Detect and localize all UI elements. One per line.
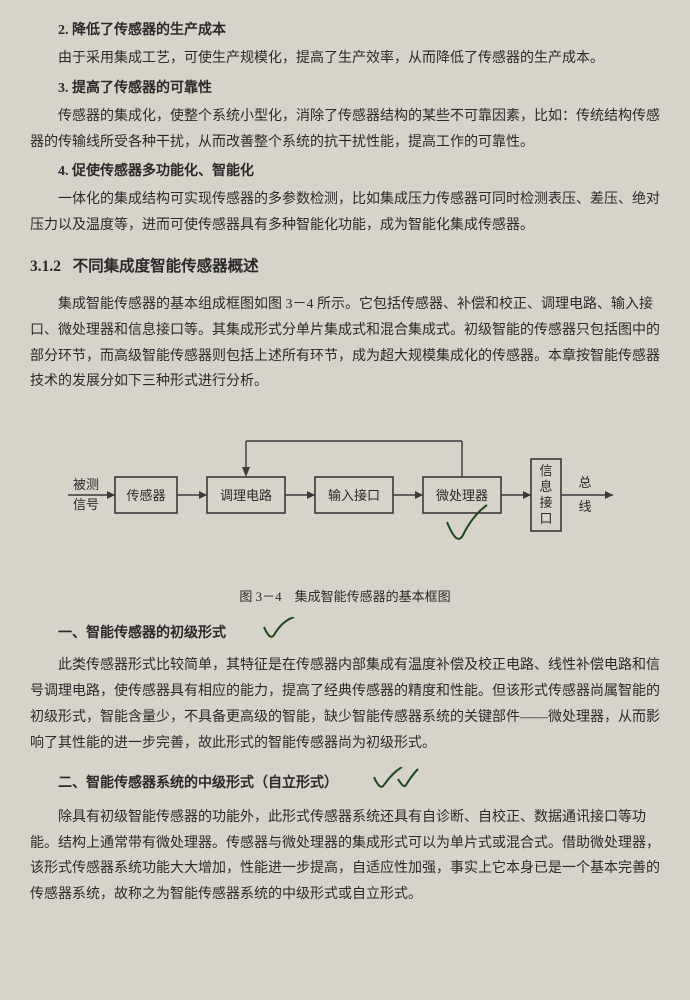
sub-a-text: 一、智能传感器的初级形式	[58, 626, 226, 641]
annotation-check-diagram	[447, 505, 487, 539]
num: 2.	[58, 23, 69, 38]
heading-2: 2. 降低了传感器的生产成本	[58, 18, 660, 44]
left-label-1: 被测	[73, 477, 99, 492]
title: 降低了传感器的生产成本	[72, 23, 226, 38]
title: 促使传感器多功能化、智能化	[72, 164, 254, 179]
figure-3-4: 被测 信号 传感器 调理电路 输入接口 微处理器 信 息 接 口 总 线	[30, 417, 660, 577]
block-diagram: 被测 信号 传感器 调理电路 输入接口 微处理器 信 息 接 口 总 线	[65, 417, 625, 567]
para-3: 传感器的集成化，使整个系统小型化，消除了传感器结构的某些不可靠因素，比如：传统结…	[30, 104, 660, 156]
heading-3: 3. 提高了传感器的可靠性	[58, 76, 660, 102]
right-label-2: 线	[578, 499, 591, 514]
para-a: 此类传感器形式比较简单，其特征是在传感器内部集成有温度补偿及校正电路、线性补偿电…	[30, 653, 660, 757]
sub-heading-a: 一、智能传感器的初级形式	[30, 621, 660, 647]
section-name: 不同集成度智能传感器概述	[73, 258, 259, 275]
num: 3.	[58, 81, 69, 96]
para-4: 一体化的集成结构可实现传感器的多参数检测，比如集成压力传感器可同时检测表压、差压…	[30, 187, 660, 239]
num: 4.	[58, 164, 69, 179]
left-label-2: 信号	[73, 497, 99, 512]
section-para: 集成智能传感器的基本组成框图如图 3－4 所示。它包括传感器、补偿和校正、调理电…	[30, 292, 660, 396]
box-info-d: 口	[539, 511, 552, 526]
box-info-c: 接	[539, 495, 552, 510]
title: 提高了传感器的可靠性	[72, 81, 212, 96]
sub-b-text: 二、智能传感器系统的中级形式（自立形式）	[58, 776, 338, 791]
annotation-check-a	[260, 617, 300, 647]
para-b: 除具有初级智能传感器的功能外，此形式传感器系统还具有自诊断、自校正、数据通讯接口…	[30, 805, 660, 909]
box-conditioning: 调理电路	[220, 488, 272, 503]
right-label-1: 总	[578, 475, 591, 490]
sub-heading-b: 二、智能传感器系统的中级形式（自立形式）	[30, 771, 660, 797]
box-input: 输入接口	[328, 488, 380, 503]
section-title: 3.1.2 不同集成度智能传感器概述	[30, 253, 660, 282]
figure-caption: 图 3－4 集成智能传感器的基本框图	[30, 585, 660, 609]
heading-4: 4. 促使传感器多功能化、智能化	[58, 159, 660, 185]
box-info-a: 信	[539, 463, 552, 478]
section-num: 3.1.2	[30, 258, 61, 275]
para-2: 由于采用集成工艺，可使生产规模化，提高了生产效率，从而降低了传感器的生产成本。	[30, 46, 660, 72]
box-info-b: 息	[539, 479, 552, 494]
box-sensor: 传感器	[126, 488, 165, 503]
annotation-check-b	[370, 767, 420, 797]
box-mcu: 微处理器	[436, 488, 488, 503]
